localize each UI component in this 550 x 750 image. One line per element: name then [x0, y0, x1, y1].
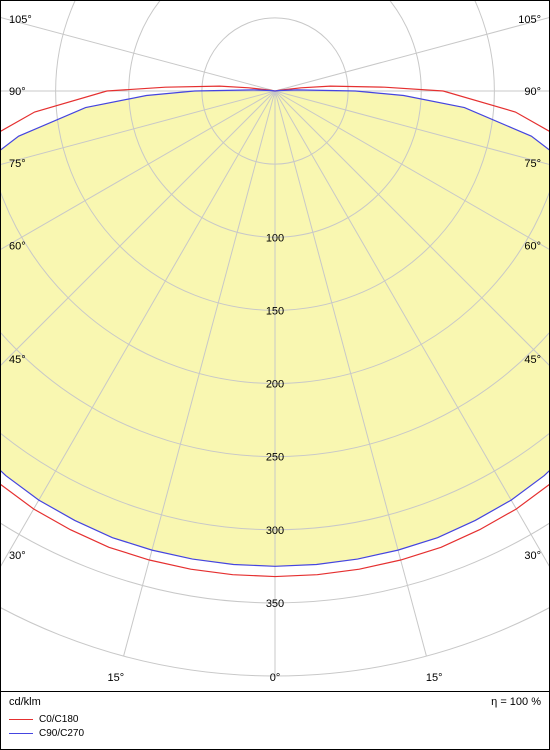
ring-label: 100 — [266, 232, 284, 244]
angle-label: 30° — [9, 550, 26, 562]
legend-swatch-c90 — [9, 733, 33, 734]
polar-chart-svg: 100 150 200 250 300 350 0° 15° 15° 30° 30° 45° 45° 60… — [1, 1, 549, 691]
legend-label-c90: C90/C270 — [39, 728, 84, 739]
grid-spoke — [275, 1, 549, 91]
chart-footer: cd/klm η = 100 % C0/C180 C90/C270 — [1, 691, 549, 749]
legend-item-c90: C90/C270 — [9, 726, 541, 740]
ring-label: 250 — [266, 452, 284, 464]
angle-label: 30° — [524, 550, 541, 562]
units-label: cd/klm — [9, 696, 41, 708]
legend: C0/C180 C90/C270 — [1, 710, 549, 742]
ring-label: 150 — [266, 305, 284, 317]
legend-swatch-c0 — [9, 719, 33, 720]
angle-label: 75° — [9, 158, 26, 170]
angle-label: 90° — [524, 86, 541, 98]
grid-spoke — [1, 1, 275, 91]
ring-label: 300 — [266, 525, 284, 537]
ring-label: 350 — [266, 598, 284, 610]
angle-label: 0° — [270, 672, 281, 684]
ring-label: 200 — [266, 379, 284, 391]
angle-label: 60° — [524, 241, 541, 253]
legend-label-c0: C0/C180 — [39, 714, 78, 725]
efficiency-label: η = 100 % — [491, 696, 541, 708]
legend-item-c0: C0/C180 — [9, 712, 541, 726]
angle-label: 15° — [107, 672, 124, 684]
footer-label-row: cd/klm η = 100 % — [1, 692, 549, 710]
angle-label: 90° — [9, 86, 26, 98]
angle-label: 15° — [426, 672, 443, 684]
polar-chart-area: 100 150 200 250 300 350 0° 15° 15° 30° 30° 45° 45° 60… — [1, 1, 549, 691]
angle-label: 45° — [9, 354, 26, 366]
photometric-polar-chart-container: 100 150 200 250 300 350 0° 15° 15° 30° 30° 45° 45° 60… — [0, 0, 550, 750]
angle-label: 105° — [518, 14, 541, 26]
angle-label: 105° — [9, 14, 32, 26]
angle-label: 75° — [524, 158, 541, 170]
angle-label: 60° — [9, 241, 26, 253]
angle-label: 45° — [524, 354, 541, 366]
